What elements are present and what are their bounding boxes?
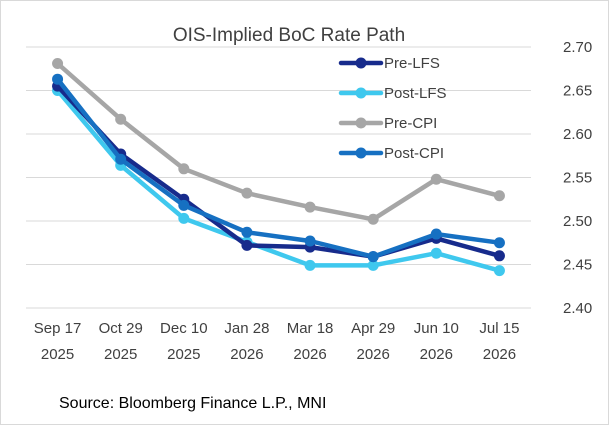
point-pre-cpi xyxy=(115,113,127,125)
line-pre-cpi xyxy=(55,61,502,222)
y-tick-label: 2.40 xyxy=(563,300,592,317)
point-pre-cpi xyxy=(52,58,64,70)
legend-item-post-cpi: Post-CPI xyxy=(338,145,444,162)
point-post-cpi xyxy=(304,235,316,247)
point-pre-cpi xyxy=(367,213,379,225)
point-pre-cpi xyxy=(304,201,316,213)
y-tick-label: 2.45 xyxy=(563,257,592,274)
legend-label: Post-CPI xyxy=(384,145,444,162)
legend: Pre-LFS Post-LFS Pre-CPI Post-CPI xyxy=(338,55,447,162)
legend-item-post-lfs: Post-LFS xyxy=(338,85,447,102)
legend-swatch-marker xyxy=(355,57,367,69)
x-tick-label: Jul 15 xyxy=(479,320,519,337)
point-post-lfs xyxy=(367,259,379,271)
legend-swatch-marker xyxy=(355,147,367,159)
point-pre-cpi xyxy=(178,163,190,175)
x-tick-label-year: 2026 xyxy=(483,346,516,363)
line-pre-lfs xyxy=(55,83,502,259)
point-post-cpi xyxy=(493,237,505,249)
legend-label: Pre-CPI xyxy=(384,115,437,132)
x-axis-tick-labels: Sep 17 2025 Oct 29 2025 Dec 10 2025 Jan 28 2026… xyxy=(34,320,520,363)
point-post-cpi xyxy=(367,251,379,263)
y-tick-label: 2.55 xyxy=(563,170,592,187)
point-pre-cpi xyxy=(241,187,253,199)
y-tick-label: 2.65 xyxy=(563,83,592,100)
x-tick-label-year: 2025 xyxy=(104,346,137,363)
series-lines xyxy=(52,58,505,277)
x-tick-label: Sep 17 xyxy=(34,320,82,337)
legend-swatch-marker xyxy=(355,117,367,129)
legend-swatch-marker xyxy=(355,87,367,99)
y-tick-label: 2.70 xyxy=(563,39,592,56)
line-post-lfs xyxy=(55,88,502,273)
gridlines xyxy=(26,46,531,309)
point-post-lfs xyxy=(493,265,505,277)
x-tick-label: Apr 29 xyxy=(351,320,395,337)
x-tick-label-year: 2026 xyxy=(420,346,453,363)
x-tick-label-year: 2026 xyxy=(230,346,263,363)
point-post-lfs xyxy=(430,247,442,259)
source-note: Source: Bloomberg Finance L.P., MNI xyxy=(59,395,326,412)
y-axis-tick-labels: 2.40 2.45 2.50 2.55 2.60 2.65 2.70 xyxy=(563,39,592,317)
legend-label: Post-LFS xyxy=(384,85,447,102)
chart-title: OIS-Implied BoC Rate Path xyxy=(173,25,405,46)
point-post-lfs xyxy=(304,259,316,271)
x-tick-label: Dec 10 xyxy=(160,320,208,337)
point-pre-cpi xyxy=(493,190,505,202)
x-tick-label: Mar 18 xyxy=(287,320,334,337)
x-tick-label: Jan 28 xyxy=(224,320,269,337)
x-tick-label-year: 2026 xyxy=(293,346,326,363)
x-tick-label: Oct 29 xyxy=(99,320,143,337)
series-pre-cpi xyxy=(52,58,505,225)
x-tick-label-year: 2025 xyxy=(167,346,200,363)
point-post-cpi xyxy=(241,226,253,238)
series-post-cpi xyxy=(52,73,505,263)
point-pre-lfs xyxy=(493,250,505,262)
point-post-cpi xyxy=(52,73,64,85)
legend-label: Pre-LFS xyxy=(384,55,440,72)
point-post-lfs xyxy=(178,212,190,224)
point-pre-cpi xyxy=(430,173,442,185)
x-tick-label-year: 2026 xyxy=(357,346,390,363)
x-tick-label: Jun 10 xyxy=(414,320,459,337)
line-post-cpi xyxy=(55,76,502,259)
legend-item-pre-cpi: Pre-CPI xyxy=(338,115,437,132)
y-tick-label: 2.50 xyxy=(563,213,592,230)
x-tick-label-year: 2025 xyxy=(41,346,74,363)
point-pre-lfs xyxy=(241,239,253,251)
y-tick-label: 2.60 xyxy=(563,126,592,143)
legend-item-pre-lfs: Pre-LFS xyxy=(338,55,440,72)
point-post-cpi xyxy=(115,153,127,165)
point-post-cpi xyxy=(178,199,190,211)
point-post-cpi xyxy=(430,228,442,240)
